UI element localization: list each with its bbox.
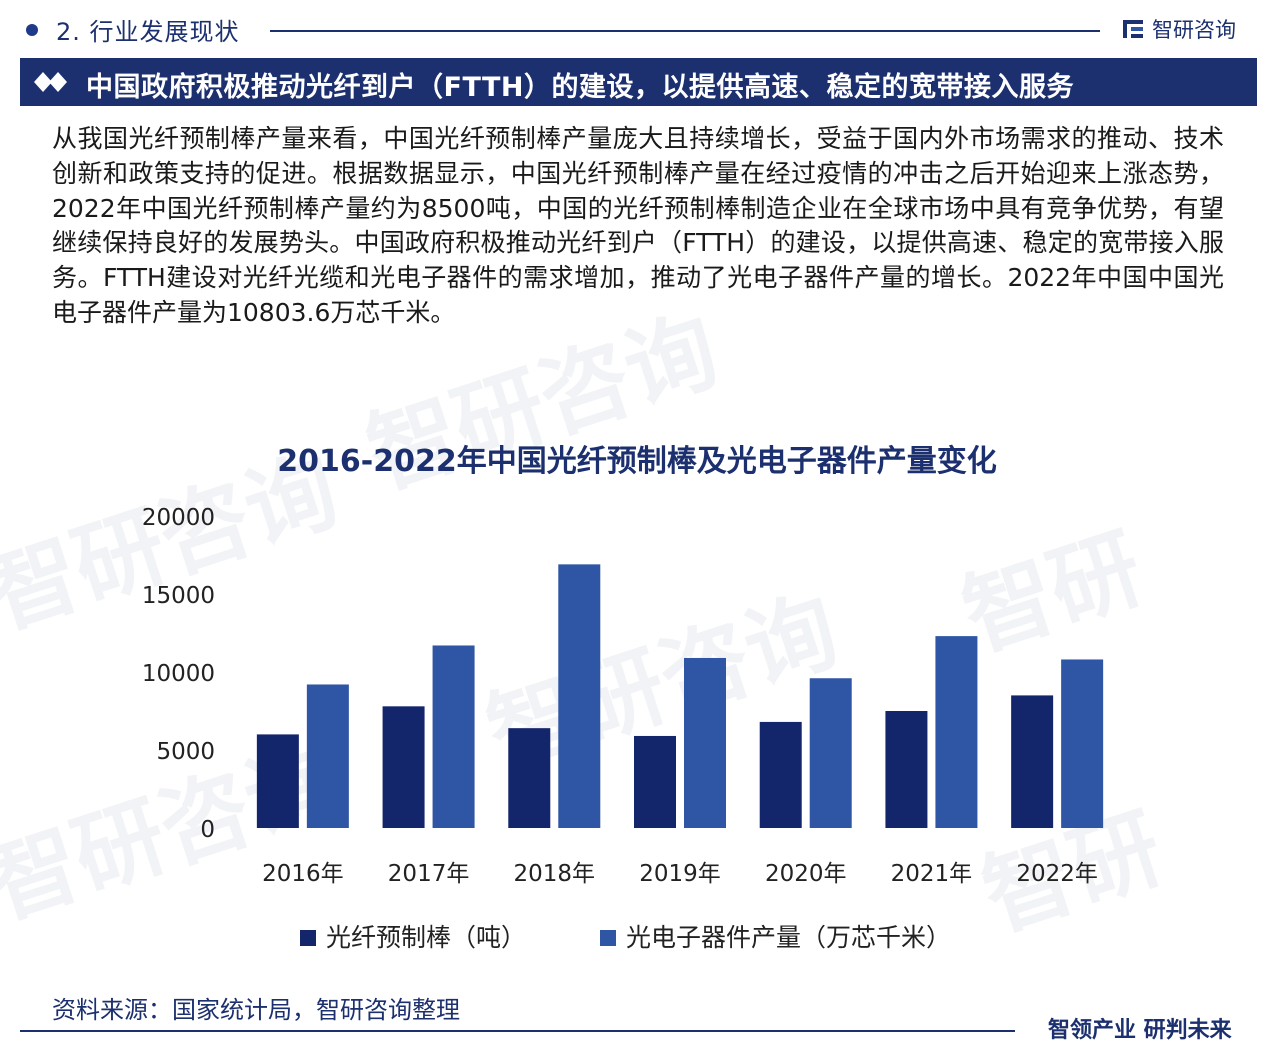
slogan: 智领产业 研判未来 xyxy=(1048,1018,1232,1043)
x-tick-label: 2022年 xyxy=(1016,861,1098,887)
y-tick-label: 0 xyxy=(200,817,215,843)
source-note: 资料来源：国家统计局，智研咨询整理 xyxy=(52,996,460,1024)
chart-plot: 0 5000 10000 15000 20000 2016年 2017年 2018年 2019年… xyxy=(142,505,1104,952)
diamond-icon xyxy=(34,72,67,92)
x-tick-label: 2019年 xyxy=(639,861,721,887)
headline-banner: 中国政府积极推动光纤到户（FTTH）的建设，以提供高速、稳定的宽带接入服务 xyxy=(20,58,1257,106)
bar-preform xyxy=(1011,695,1054,828)
header-divider xyxy=(270,30,1100,32)
x-tick-label: 2018年 xyxy=(514,861,596,887)
x-tick-label: 2017年 xyxy=(388,861,470,887)
y-tick-label: 20000 xyxy=(142,505,215,531)
x-tick-label: 2016年 xyxy=(262,861,344,887)
section-title: 2. 行业发展现状 xyxy=(56,18,240,46)
section-header: 2. 行业发展现状 智研咨询 xyxy=(0,0,1274,56)
bar-chart: 2016-2022年中国光纤预制棒及光电子器件产量变化 0 5000 10000 15… xyxy=(0,420,1274,980)
brand-name: 智研咨询 xyxy=(1152,18,1236,42)
chart-title: 2016-2022年中国光纤预制棒及光电子器件产量变化 xyxy=(277,444,997,479)
bar-optoelectronic xyxy=(1061,659,1104,828)
intro-paragraph: 从我国光纤预制棒产量来看，中国光纤预制棒产量庞大且持续增长，受益于国内外市场需求… xyxy=(52,124,1224,327)
brand-logo-icon xyxy=(1123,20,1143,38)
headline-text: 中国政府积极推动光纤到户（FTTH）的建设，以提供高速、稳定的宽带接入服务 xyxy=(86,72,1074,103)
bar-preform xyxy=(634,735,676,828)
legend-label: 光电子器件产量（万芯千米） xyxy=(626,923,951,952)
bar-optoelectronic xyxy=(306,684,349,828)
bar-optoelectronic xyxy=(809,678,852,828)
bar-optoelectronic xyxy=(432,645,475,828)
y-tick-label: 15000 xyxy=(142,583,215,609)
x-tick-label: 2021年 xyxy=(891,861,973,887)
bar-preform xyxy=(885,711,928,828)
footer-divider xyxy=(20,1030,1015,1032)
bar-optoelectronic xyxy=(558,564,601,828)
bar-preform xyxy=(382,706,425,828)
bar-preform xyxy=(256,734,299,828)
bar-preform xyxy=(508,728,551,828)
bar-optoelectronic xyxy=(684,657,726,828)
x-tick-label: 2020年 xyxy=(765,861,847,887)
legend-swatch xyxy=(600,930,616,946)
bar-optoelectronic xyxy=(935,636,978,828)
legend-swatch xyxy=(300,930,316,946)
legend-label: 光纤预制棒（吨） xyxy=(326,923,526,952)
brand: 智研咨询 xyxy=(1122,14,1236,44)
bar-preform xyxy=(759,721,802,828)
y-tick-label: 5000 xyxy=(156,739,215,765)
bullet-icon xyxy=(26,24,38,36)
y-tick-label: 10000 xyxy=(142,661,215,687)
